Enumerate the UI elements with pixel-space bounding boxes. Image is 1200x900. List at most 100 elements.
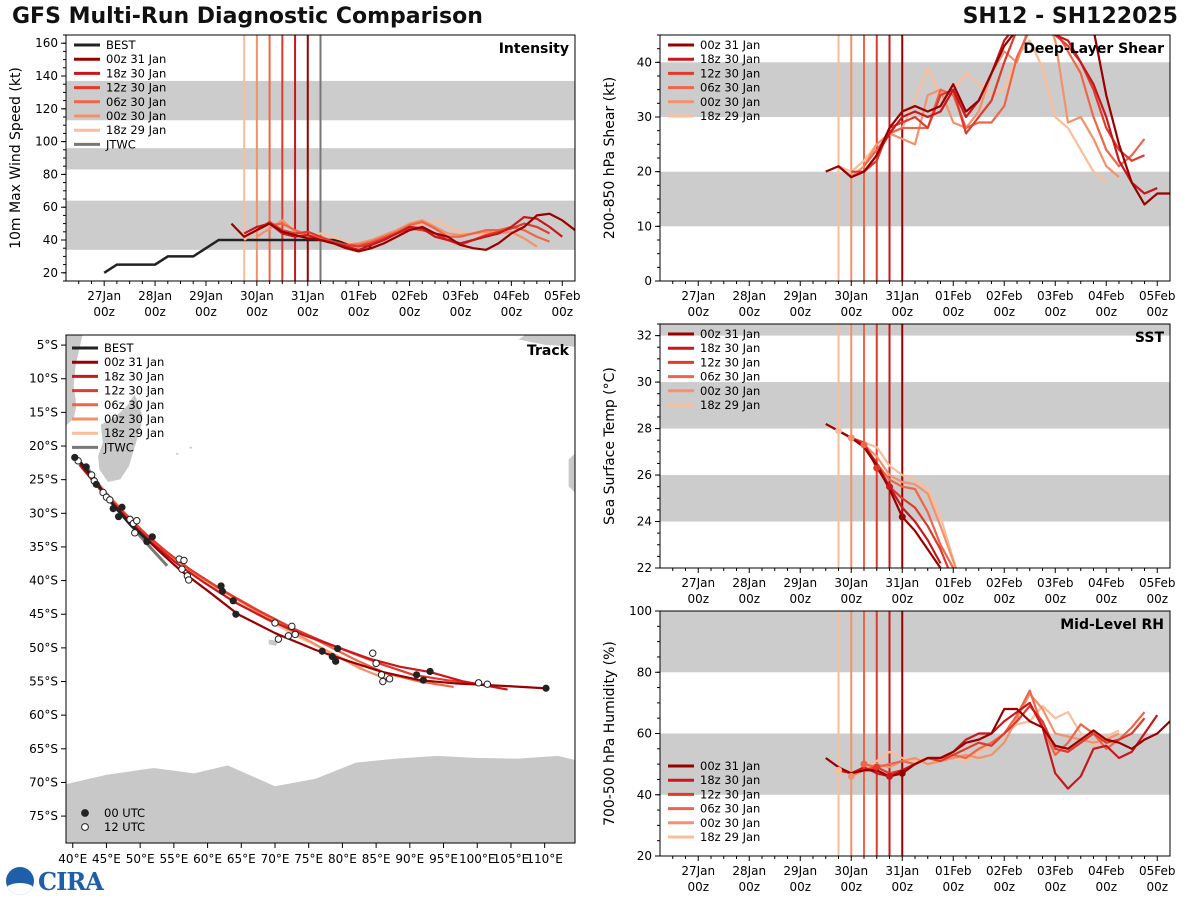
track-ytick-label: 15°S xyxy=(29,405,58,419)
shear-legend-label: 00z 31 Jan xyxy=(700,38,760,52)
track-ytick-label: 50°S xyxy=(29,641,58,655)
track-marker-legend-label: 12 UTC xyxy=(104,820,145,834)
intensity-xtick-hour: 00z xyxy=(450,305,472,319)
sst-xtick-date: 01Feb xyxy=(935,576,972,590)
shear-xtick-hour: 00z xyxy=(1146,305,1168,319)
track-xtick-label: 45°E xyxy=(92,852,121,866)
shear-xtick-hour: 00z xyxy=(942,305,964,319)
shear-panel: 0 10 20 30 40 27Jan 00z 28Jan 00z 29Jan 00z 30Jan 00… xyxy=(602,34,1176,319)
sumatra-java xyxy=(516,335,575,348)
rh-band xyxy=(660,611,1170,673)
intensity-xtick-hour: 00z xyxy=(297,305,319,319)
rh-xtick-hour: 00z xyxy=(687,880,709,894)
sst-init-dot xyxy=(886,483,893,491)
track-marker-legend-label: 00 UTC xyxy=(104,806,145,820)
sst-xtick-date: 30Jan xyxy=(834,576,868,590)
track-series-line xyxy=(81,465,485,686)
marker-00utc xyxy=(232,610,240,618)
marker-12utc xyxy=(372,659,380,668)
intensity-legend-label: 18z 29 Jan xyxy=(106,123,166,137)
track-title: Track xyxy=(527,343,570,359)
intensity-xtick-date: 01Feb xyxy=(340,289,377,303)
shear-xtick-date: 02Feb xyxy=(986,289,1023,303)
sst-ytick-label: 22 xyxy=(637,561,652,575)
rh-legend-label: 18z 29 Jan xyxy=(700,830,760,844)
intensity-ytick-label: 40 xyxy=(43,233,58,247)
rh-ytick-label: 80 xyxy=(637,665,652,679)
sst-ytick-label: 26 xyxy=(637,468,652,482)
intensity-title: Intensity xyxy=(499,41,569,57)
intensity-legend-label: BEST xyxy=(106,38,136,52)
intensity-xtick-hour: 00z xyxy=(399,305,421,319)
track-ytick-label: 60°S xyxy=(29,708,58,722)
marker-12utc xyxy=(106,496,114,504)
storm-id-title: SH12 - SH122025 xyxy=(962,4,1178,29)
track-legend-label: 00z 30 Jan xyxy=(104,412,164,426)
intensity-ytick-label: 60 xyxy=(43,200,58,214)
shear-xtick-hour: 00z xyxy=(1044,305,1066,319)
marker-00utc xyxy=(318,647,326,655)
rh-xtick-hour: 00z xyxy=(993,880,1015,894)
shear-xtick-date: 05Feb xyxy=(1139,289,1176,303)
rh-xtick-date: 31Jan xyxy=(885,864,919,878)
marker-00utc xyxy=(542,684,550,692)
marker-12utc xyxy=(180,556,188,565)
intensity-xtick-hour: 00z xyxy=(246,305,268,319)
rh-xtick-hour: 00z xyxy=(1095,880,1117,894)
track-ytick-label: 20°S xyxy=(29,439,58,453)
shear-series-line xyxy=(837,35,1158,195)
track-xtick-label: 65°E xyxy=(227,852,256,866)
marker-12utc xyxy=(385,675,394,683)
track-frame xyxy=(65,334,576,844)
marker-12utc xyxy=(87,471,96,479)
marker-00utc xyxy=(229,597,237,605)
track-legend-label: JTWC xyxy=(103,440,134,454)
rh-xtick-date: 02Feb xyxy=(986,864,1023,878)
intensity-xtick-hour: 00z xyxy=(195,305,217,319)
intensity-xtick-date: 28Jan xyxy=(138,289,172,303)
rh-xtick-hour: 00z xyxy=(942,880,964,894)
rh-legend-label: 00z 31 Jan xyxy=(700,759,760,773)
marker-12utc xyxy=(291,630,299,639)
shear-ytick-label: 0 xyxy=(644,274,652,288)
rh-panel: 20 40 60 80 100 27Jan 00z 28Jan 00z 29Jan 00z 30Jan… xyxy=(602,604,1176,894)
rh-ytick-label: 20 xyxy=(637,849,652,863)
rh-xtick-hour: 00z xyxy=(891,880,913,894)
track-xtick-label: 95°E xyxy=(429,852,458,866)
track-ytick-label: 40°S xyxy=(29,574,58,588)
sst-xtick-date: 03Feb xyxy=(1037,576,1074,590)
cira-logo: CIRA xyxy=(38,866,104,896)
shear-xtick-date: 29Jan xyxy=(783,289,817,303)
rh-series-line xyxy=(850,692,1120,778)
marker-00utc xyxy=(82,463,90,471)
track-marker-legend-swatch xyxy=(81,809,89,817)
shear-legend-label: 18z 29 Jan xyxy=(700,109,760,123)
marker-00utc xyxy=(71,453,79,462)
sst-init-dot xyxy=(898,513,906,521)
rh-xtick-hour: 00z xyxy=(1146,880,1168,894)
rh-xtick-hour: 00z xyxy=(840,880,862,894)
sst-xtick-hour: 00z xyxy=(738,592,760,606)
intensity-xtick-hour: 00z xyxy=(348,305,370,319)
shear-title: Deep-Layer Shear xyxy=(1023,41,1164,57)
track-legend-label: 18z 29 Jan xyxy=(104,426,164,440)
intensity-xtick-date: 02Feb xyxy=(391,289,428,303)
track-xtick-label: 75°E xyxy=(294,852,323,866)
track-legend-label: 00z 31 Jan xyxy=(104,355,164,369)
sst-panel: 22 24 26 28 30 32 27Jan 00z 28Jan 00z 29Jan 00z 30Ja… xyxy=(602,323,1176,606)
marker-12utc xyxy=(131,529,139,537)
track-xtick-label: 55°E xyxy=(159,852,188,866)
figure-title: GFS Multi-Run Diagnostic Comparison xyxy=(12,4,483,29)
marker-00utc xyxy=(148,533,156,541)
sst-xtick-date: 28Jan xyxy=(732,576,766,590)
track-ytick-label: 65°S xyxy=(29,742,58,756)
shear-xtick-hour: 00z xyxy=(891,305,913,319)
marker-00utc xyxy=(332,657,340,665)
sst-band xyxy=(660,382,1170,429)
track-ytick-label: 75°S xyxy=(29,809,58,823)
sst-legend-label: 06z 30 Jan xyxy=(700,370,760,384)
sst-ylabel: Sea Surface Temp (°C) xyxy=(602,367,618,525)
rh-xtick-hour: 00z xyxy=(789,880,811,894)
sst-xtick-hour: 00z xyxy=(993,592,1015,606)
